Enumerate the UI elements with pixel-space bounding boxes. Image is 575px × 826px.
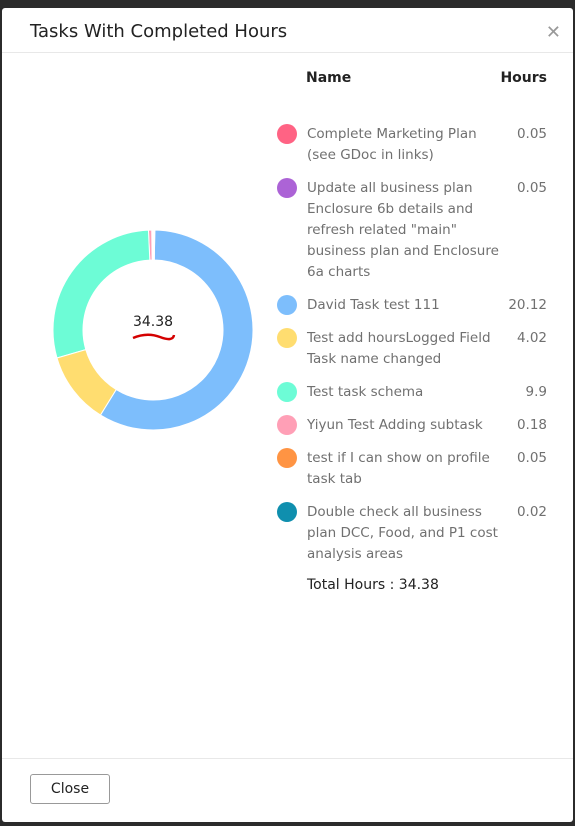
legend-row: Update all business plan Enclosure 6b de… (275, 178, 547, 283)
legend-row: David Task test 111 20.12 (275, 295, 547, 316)
legend: Name Hours Complete Marketing Plan (see … (275, 70, 547, 593)
task-hours: 0.18 (516, 417, 547, 433)
donut-slice[interactable] (152, 229, 155, 261)
task-name: Complete Marketing Plan (see GDoc in lin… (307, 126, 477, 163)
legend-swatch (277, 178, 297, 198)
legend-swatch (277, 448, 297, 468)
legend-row: test if I can show on profile task tab 0.… (275, 448, 547, 490)
legend-swatch (277, 502, 297, 522)
legend-swatch (277, 124, 297, 144)
legend-swatch (277, 295, 297, 315)
legend-row: Double check all business plan DCC, Food… (275, 502, 547, 565)
task-name: test if I can show on profile task tab (307, 450, 490, 487)
modal-title: Tasks With Completed Hours (30, 21, 288, 42)
task-name: Double check all business plan DCC, Food… (307, 504, 498, 562)
close-button[interactable]: Close (30, 774, 110, 804)
legend-header: Name Hours (275, 70, 547, 90)
task-hours: 0.05 (516, 126, 547, 142)
task-name: Update all business plan Enclosure 6b de… (307, 180, 499, 280)
legend-swatch (277, 328, 297, 348)
legend-row: Test add hoursLogged Field Task name cha… (275, 328, 547, 370)
task-hours: 4.02 (516, 330, 547, 346)
donut-slice[interactable] (52, 229, 151, 359)
total-label: Total Hours : (307, 577, 395, 593)
task-name: Test task schema (307, 384, 424, 400)
name-header: Name (306, 70, 352, 86)
center-label: 34.38 (133, 314, 173, 330)
legend-swatch (277, 382, 297, 402)
legend-row: Complete Marketing Plan (see GDoc in lin… (275, 124, 547, 166)
legend-swatch (277, 415, 297, 435)
task-hours: 0.05 (516, 450, 547, 466)
task-hours: 20.12 (508, 297, 547, 313)
task-name: David Task test 111 (307, 297, 440, 313)
legend-rows: Complete Marketing Plan (see GDoc in lin… (275, 124, 547, 565)
legend-row: Yiyun Test Adding subtask 0.18 (275, 415, 547, 436)
modal: Tasks With Completed Hours ✕ 34.38 Name … (2, 8, 573, 822)
task-hours: 9.9 (525, 384, 547, 400)
total-value: 34.38 (398, 577, 439, 593)
close-icon[interactable]: ✕ (545, 22, 561, 43)
task-name: Yiyun Test Adding subtask (307, 417, 483, 433)
task-name: Test add hoursLogged Field Task name cha… (307, 330, 491, 367)
separator (2, 758, 573, 759)
hours-header: Hours (500, 70, 547, 86)
task-hours: 0.05 (516, 180, 547, 196)
task-hours: 0.02 (516, 504, 547, 520)
donut-chart: 34.38 (52, 229, 254, 431)
total: Total Hours : 34.38 (275, 577, 547, 593)
legend-row: Test task schema 9.9 (275, 382, 547, 403)
annotation-underline (132, 333, 176, 341)
donut-slice[interactable] (56, 348, 117, 416)
separator (2, 52, 573, 53)
donut-slice[interactable] (99, 229, 254, 431)
